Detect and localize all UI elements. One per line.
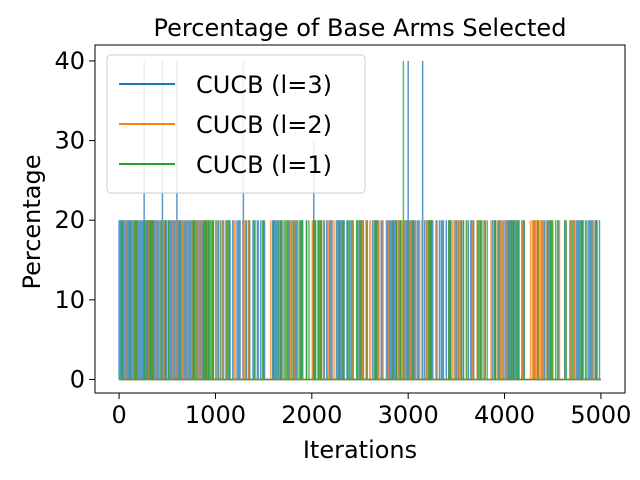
y-tick-label-3: 30 [54,127,85,155]
x-tick-label-2: 2000 [281,401,342,429]
legend: CUCB (l=3) CUCB (l=2) CUCB (l=1) [106,54,366,194]
plot-frame [94,44,626,394]
y-axis-label: Percentage [18,154,46,289]
x-tick-label-3: 3000 [378,401,439,429]
y-tick-label-2: 20 [54,206,85,234]
series-line-2 [119,60,601,381]
x-tick-label-4: 4000 [474,401,535,429]
x-axis-ticks: 0 1000 2000 3000 4000 5000 [111,393,631,429]
y-tick-label-4: 40 [54,47,85,75]
x-tick-label-0: 0 [111,401,126,429]
y-axis-ticks: 0 10 20 30 40 [54,47,95,393]
x-tick-label-1: 1000 [185,401,246,429]
chart-title: Percentage of Base Arms Selected [154,14,567,42]
legend-label-0: CUCB (l=3) [196,71,332,99]
legend-label-2: CUCB (l=1) [196,151,332,179]
plot-series [118,60,601,381]
y-tick-label-0: 0 [70,365,85,393]
x-tick-label-5: 5000 [570,401,631,429]
legend-box [106,54,366,194]
y-tick-label-1: 10 [54,286,85,314]
x-axis-label: Iterations [303,436,417,464]
legend-label-1: CUCB (l=2) [196,111,332,139]
